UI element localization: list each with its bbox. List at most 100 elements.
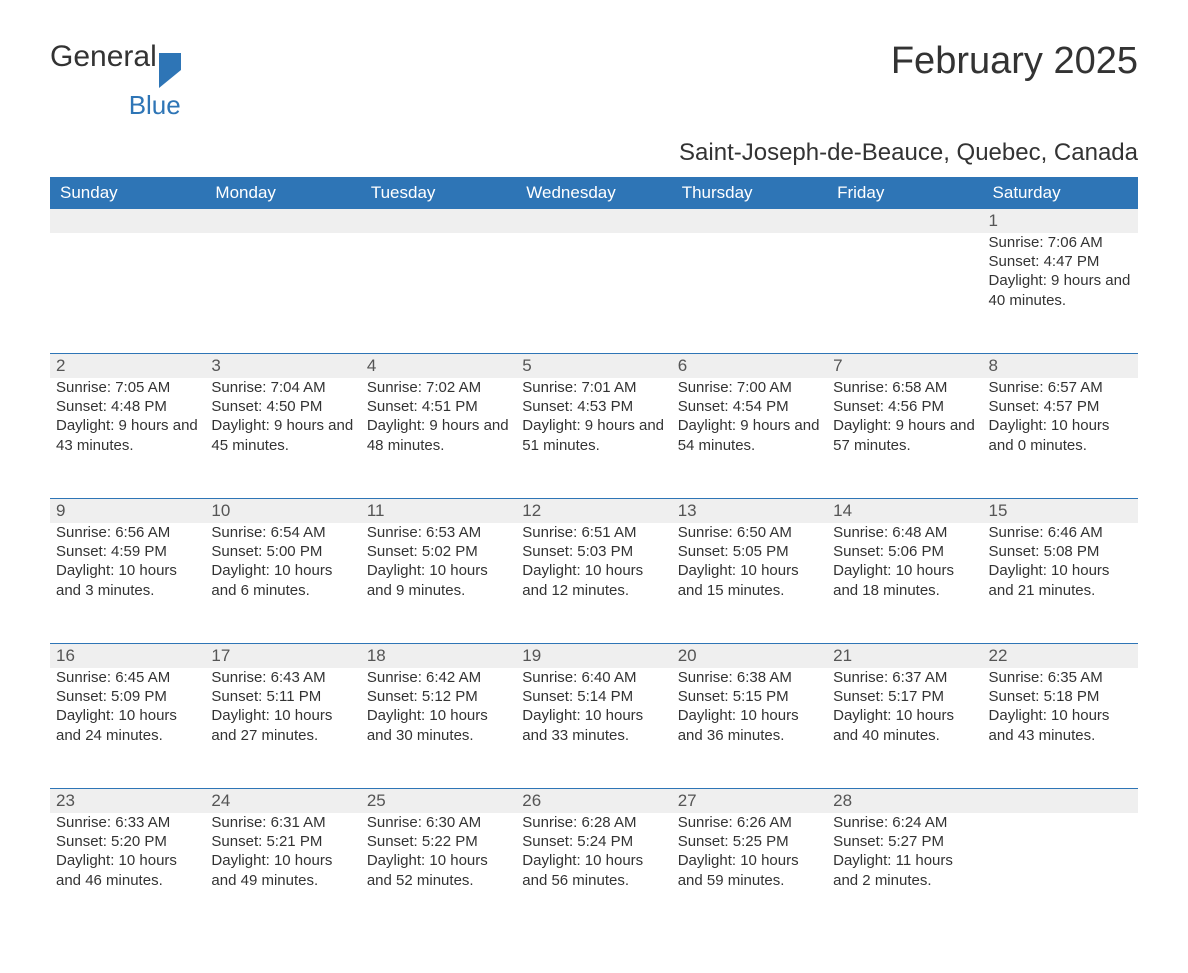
month-title: February 2025 [891, 40, 1138, 83]
day-cell [361, 233, 516, 353]
logo: General Blue [50, 40, 181, 121]
day-number [516, 209, 671, 233]
day-number: 14 [827, 499, 982, 523]
daylight-text: Daylight: 9 hours and 48 minutes. [367, 416, 510, 454]
week-row: Sunrise: 7:05 AMSunset: 4:48 PMDaylight:… [50, 378, 1138, 498]
day-number: 23 [50, 789, 205, 813]
header: General Blue February 2025 [50, 40, 1138, 121]
sunset-text: Sunset: 5:25 PM [678, 832, 821, 851]
day-number: 7 [827, 354, 982, 378]
day-cell [672, 233, 827, 353]
title-block: February 2025 [891, 40, 1138, 83]
week-daynum-row: 9101112131415 [50, 498, 1138, 523]
sunset-text: Sunset: 5:27 PM [833, 832, 976, 851]
dayname-wednesday: Wednesday [516, 177, 671, 209]
sunset-text: Sunset: 5:21 PM [211, 832, 354, 851]
sunset-text: Sunset: 5:15 PM [678, 687, 821, 706]
day-cell: Sunrise: 6:43 AMSunset: 5:11 PMDaylight:… [205, 668, 360, 788]
day-number: 25 [361, 789, 516, 813]
day-cell [516, 233, 671, 353]
sunset-text: Sunset: 5:08 PM [989, 542, 1132, 561]
day-cell: Sunrise: 6:35 AMSunset: 5:18 PMDaylight:… [983, 668, 1138, 788]
week-daynum-row: 232425262728 [50, 788, 1138, 813]
sunrise-text: Sunrise: 6:48 AM [833, 523, 976, 542]
daylight-text: Daylight: 10 hours and 49 minutes. [211, 851, 354, 889]
day-cell [827, 233, 982, 353]
day-cell: Sunrise: 6:51 AMSunset: 5:03 PMDaylight:… [516, 523, 671, 643]
day-cell: Sunrise: 6:33 AMSunset: 5:20 PMDaylight:… [50, 813, 205, 933]
sunset-text: Sunset: 4:56 PM [833, 397, 976, 416]
day-number: 13 [672, 499, 827, 523]
day-number: 20 [672, 644, 827, 668]
sunset-text: Sunset: 5:03 PM [522, 542, 665, 561]
daylight-text: Daylight: 10 hours and 15 minutes. [678, 561, 821, 599]
dayname-friday: Friday [827, 177, 982, 209]
day-number: 15 [983, 499, 1138, 523]
sunset-text: Sunset: 5:20 PM [56, 832, 199, 851]
day-cell: Sunrise: 6:53 AMSunset: 5:02 PMDaylight:… [361, 523, 516, 643]
week-row: Sunrise: 6:56 AMSunset: 4:59 PMDaylight:… [50, 523, 1138, 643]
sunset-text: Sunset: 4:54 PM [678, 397, 821, 416]
sunset-text: Sunset: 5:22 PM [367, 832, 510, 851]
day-cell: Sunrise: 7:05 AMSunset: 4:48 PMDaylight:… [50, 378, 205, 498]
day-cell: Sunrise: 7:04 AMSunset: 4:50 PMDaylight:… [205, 378, 360, 498]
dayname-sunday: Sunday [50, 177, 205, 209]
day-cell: Sunrise: 6:37 AMSunset: 5:17 PMDaylight:… [827, 668, 982, 788]
sunrise-text: Sunrise: 6:45 AM [56, 668, 199, 687]
sunset-text: Sunset: 5:02 PM [367, 542, 510, 561]
sunset-text: Sunset: 5:17 PM [833, 687, 976, 706]
sunrise-text: Sunrise: 6:43 AM [211, 668, 354, 687]
daylight-text: Daylight: 9 hours and 54 minutes. [678, 416, 821, 454]
sunrise-text: Sunrise: 6:54 AM [211, 523, 354, 542]
sunrise-text: Sunrise: 7:01 AM [522, 378, 665, 397]
day-cell: Sunrise: 7:00 AMSunset: 4:54 PMDaylight:… [672, 378, 827, 498]
day-number: 21 [827, 644, 982, 668]
day-number: 11 [361, 499, 516, 523]
sunrise-text: Sunrise: 6:46 AM [989, 523, 1132, 542]
sunrise-text: Sunrise: 6:31 AM [211, 813, 354, 832]
daylight-text: Daylight: 10 hours and 30 minutes. [367, 706, 510, 744]
day-number: 26 [516, 789, 671, 813]
daylight-text: Daylight: 10 hours and 59 minutes. [678, 851, 821, 889]
sunrise-text: Sunrise: 6:58 AM [833, 378, 976, 397]
day-number: 9 [50, 499, 205, 523]
day-number [672, 209, 827, 233]
dayname-monday: Monday [205, 177, 360, 209]
sunset-text: Sunset: 4:57 PM [989, 397, 1132, 416]
day-number: 22 [983, 644, 1138, 668]
day-number: 28 [827, 789, 982, 813]
sunrise-text: Sunrise: 6:53 AM [367, 523, 510, 542]
daylight-text: Daylight: 10 hours and 6 minutes. [211, 561, 354, 599]
week-row: Sunrise: 7:06 AMSunset: 4:47 PMDaylight:… [50, 233, 1138, 353]
sunrise-text: Sunrise: 6:38 AM [678, 668, 821, 687]
day-cell: Sunrise: 6:45 AMSunset: 5:09 PMDaylight:… [50, 668, 205, 788]
sunset-text: Sunset: 5:00 PM [211, 542, 354, 561]
sunrise-text: Sunrise: 6:50 AM [678, 523, 821, 542]
daylight-text: Daylight: 10 hours and 12 minutes. [522, 561, 665, 599]
dayname-tuesday: Tuesday [361, 177, 516, 209]
sunrise-text: Sunrise: 7:02 AM [367, 378, 510, 397]
sunrise-text: Sunrise: 6:37 AM [833, 668, 976, 687]
sunrise-text: Sunrise: 6:35 AM [989, 668, 1132, 687]
day-cell: Sunrise: 6:46 AMSunset: 5:08 PMDaylight:… [983, 523, 1138, 643]
daylight-text: Daylight: 9 hours and 45 minutes. [211, 416, 354, 454]
day-cell: Sunrise: 6:30 AMSunset: 5:22 PMDaylight:… [361, 813, 516, 933]
daylight-text: Daylight: 10 hours and 56 minutes. [522, 851, 665, 889]
sunrise-text: Sunrise: 7:04 AM [211, 378, 354, 397]
day-cell: Sunrise: 6:24 AMSunset: 5:27 PMDaylight:… [827, 813, 982, 933]
day-cell: Sunrise: 6:48 AMSunset: 5:06 PMDaylight:… [827, 523, 982, 643]
daylight-text: Daylight: 11 hours and 2 minutes. [833, 851, 976, 889]
day-cell: Sunrise: 6:54 AMSunset: 5:00 PMDaylight:… [205, 523, 360, 643]
sunset-text: Sunset: 4:59 PM [56, 542, 199, 561]
sunset-text: Sunset: 5:18 PM [989, 687, 1132, 706]
sunrise-text: Sunrise: 6:40 AM [522, 668, 665, 687]
day-cell: Sunrise: 6:40 AMSunset: 5:14 PMDaylight:… [516, 668, 671, 788]
sunrise-text: Sunrise: 6:28 AM [522, 813, 665, 832]
day-cell: Sunrise: 6:26 AMSunset: 5:25 PMDaylight:… [672, 813, 827, 933]
sunset-text: Sunset: 5:12 PM [367, 687, 510, 706]
day-cell [50, 233, 205, 353]
sunset-text: Sunset: 4:47 PM [989, 252, 1132, 271]
day-cell: Sunrise: 6:38 AMSunset: 5:15 PMDaylight:… [672, 668, 827, 788]
day-number [205, 209, 360, 233]
daylight-text: Daylight: 10 hours and 46 minutes. [56, 851, 199, 889]
